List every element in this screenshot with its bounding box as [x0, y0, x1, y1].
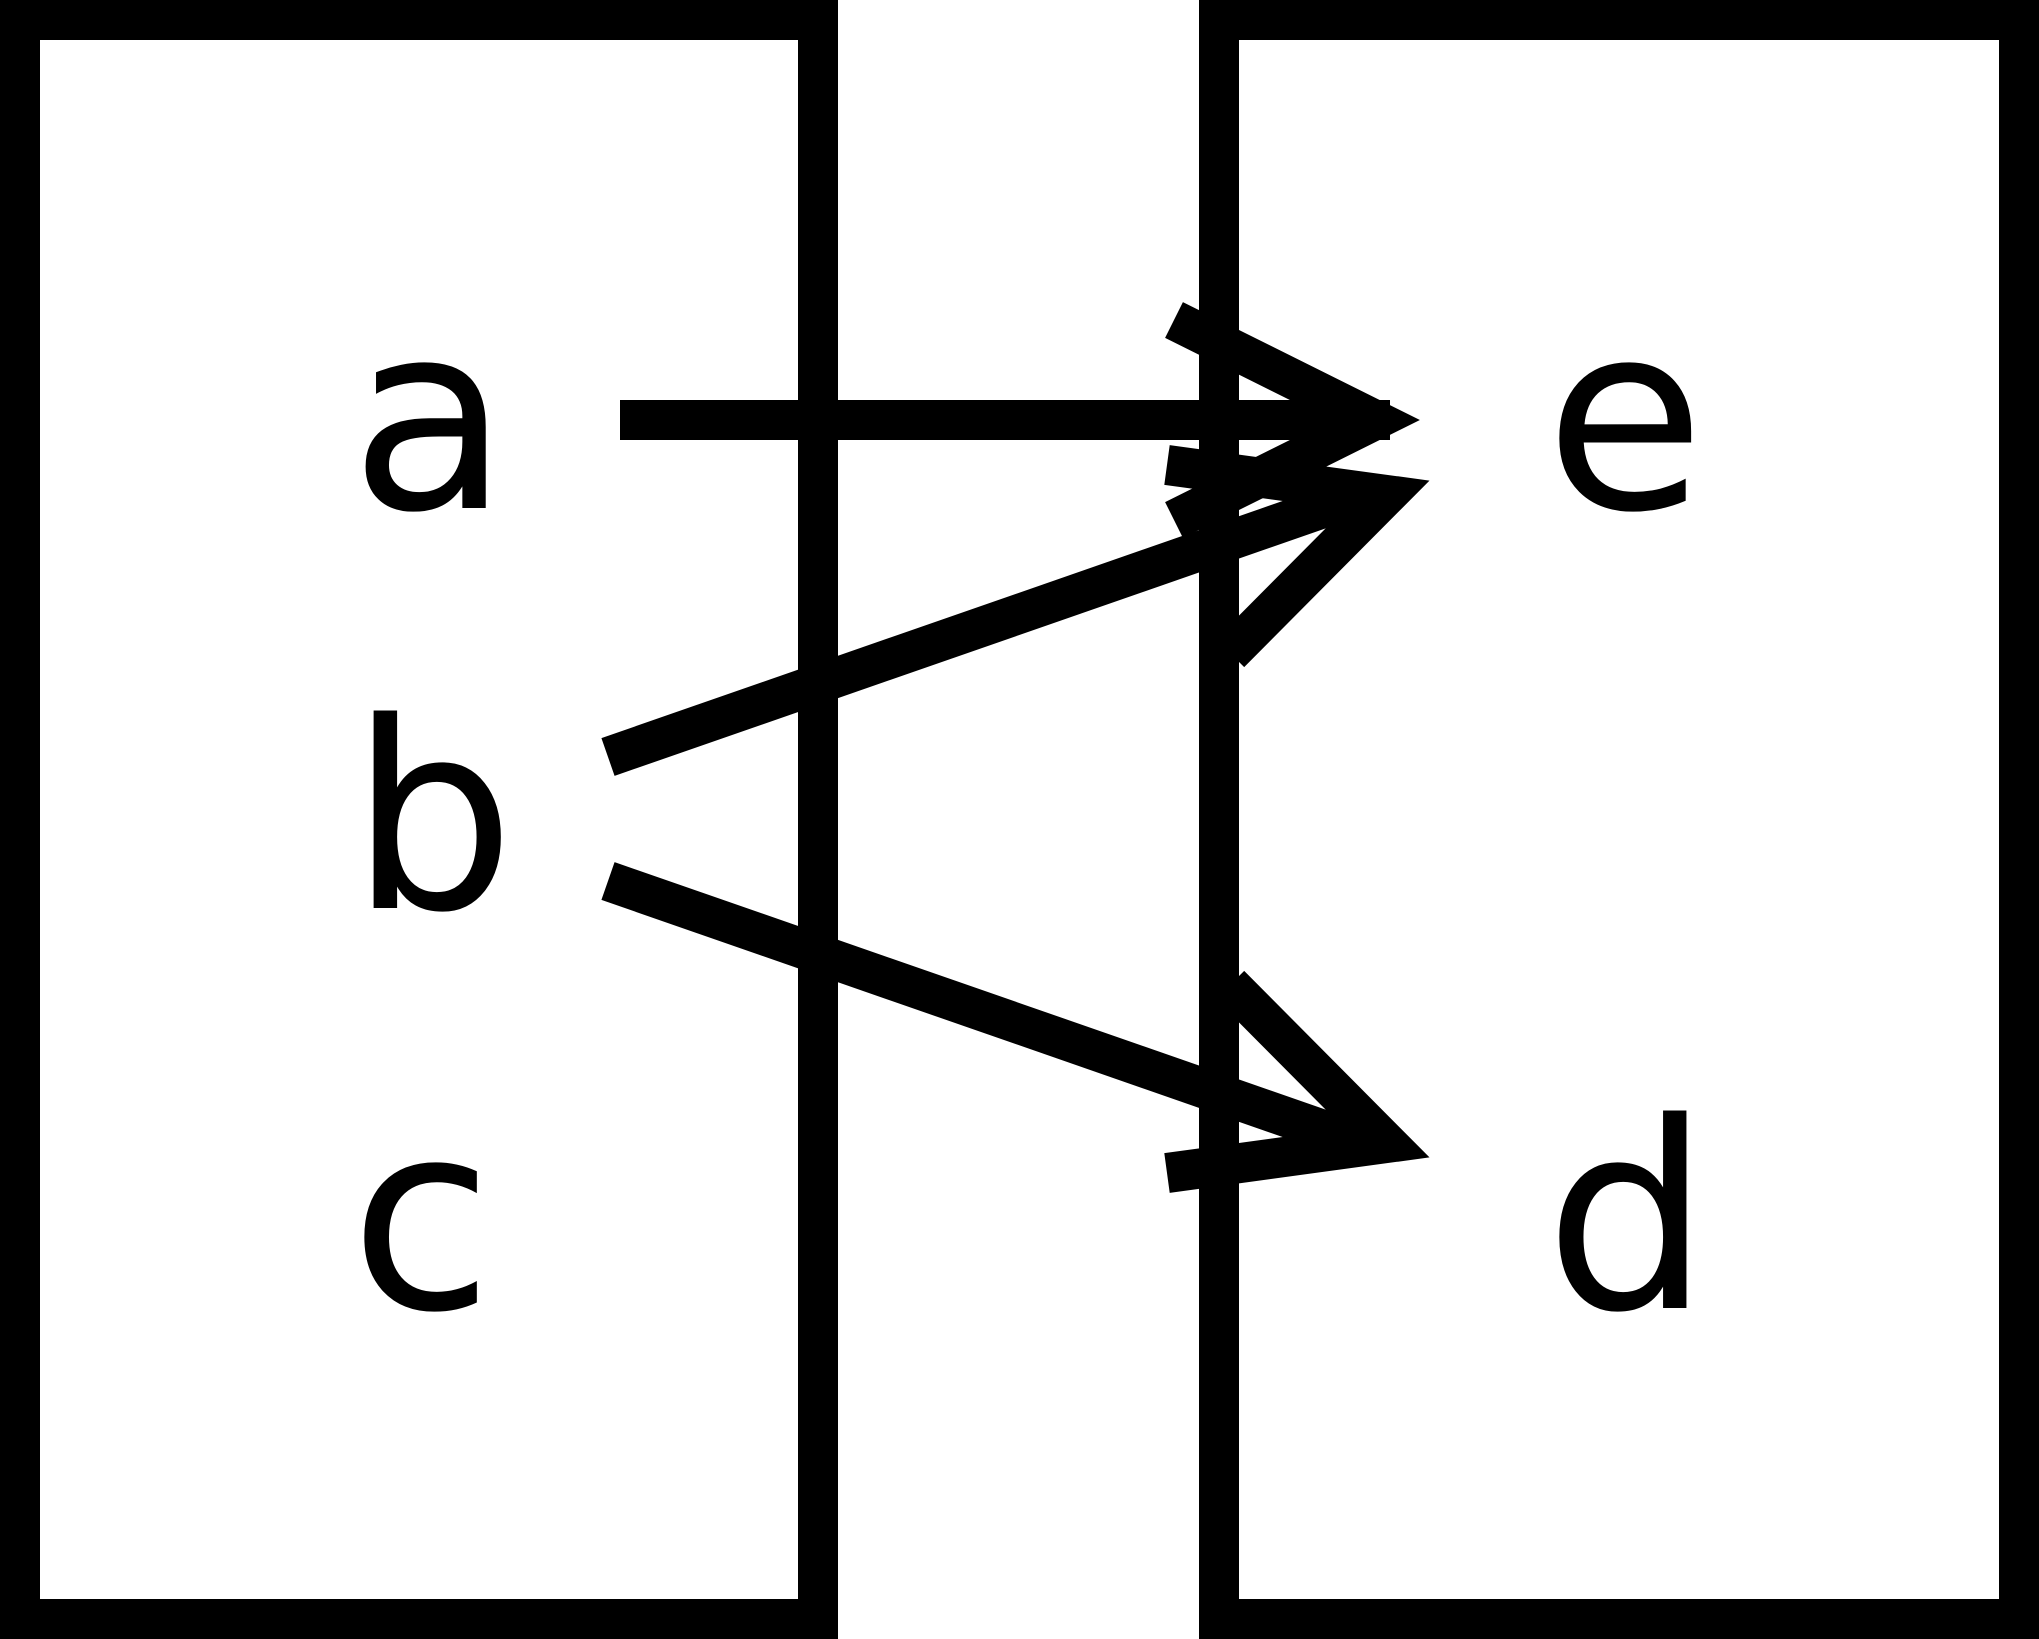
arrow-b-to-d-shaft [601, 862, 1362, 1160]
domain-element-b: b [350, 668, 515, 970]
arrow-b-to-e-head [1164, 445, 1430, 668]
arrow-b-to-e [601, 445, 1430, 776]
codomain-element-e: e [1545, 268, 1705, 570]
arrow-b-to-d-head [1164, 970, 1430, 1193]
domain-set-box [0, 0, 838, 1639]
arrow-b-to-e-shaft [601, 478, 1362, 776]
codomain-element-d: d [1545, 1068, 1710, 1370]
domain-element-a: a [350, 268, 509, 570]
domain-element-c: c [350, 1068, 493, 1370]
arrow-b-to-d [601, 862, 1430, 1193]
codomain-set-box [1199, 0, 2039, 1639]
